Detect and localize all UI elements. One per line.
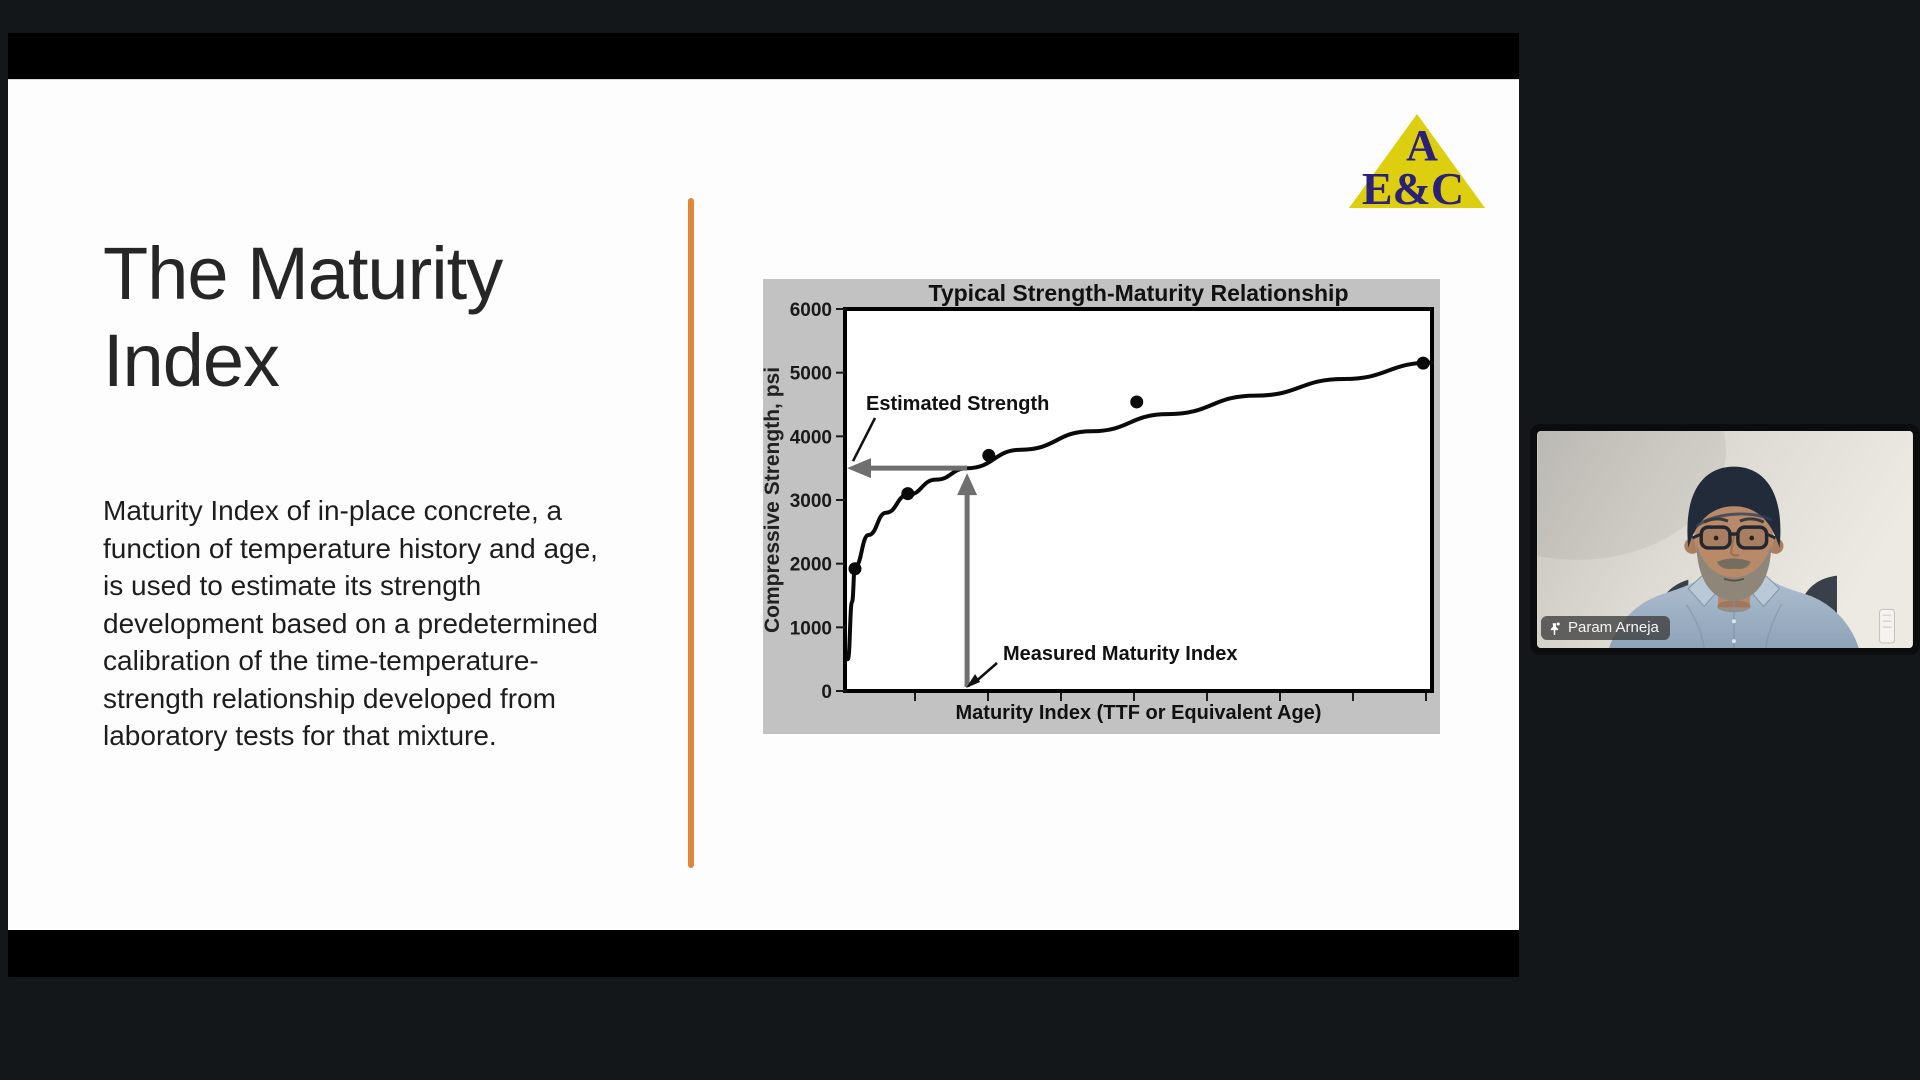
chart-y-tick-label: 0 [821,682,832,703]
chart-y-tick-label: 6000 [790,300,832,321]
chart-data-point [848,562,862,576]
pin-icon [1550,622,1560,635]
chart-y-tick-label: 3000 [790,491,832,512]
estimated-strength-label: Estimated Strength [866,393,1049,415]
chart-y-tick-label: 5000 [790,364,832,385]
chart-title: Typical Strength-Maturity Relationship [929,280,1349,306]
chart-y-tick-label: 4000 [790,427,832,448]
company-logo: A E&C [1347,112,1487,214]
slide-body-text: Maturity Index of in-place concrete, a f… [103,495,599,751]
chart-fit-curve [845,360,1434,662]
chart-data-point [1130,395,1144,409]
slide-title: The Maturity Index [103,232,503,402]
participant-portrait [1537,431,1913,648]
chart-y-tick-label: 2000 [790,555,832,576]
participant-name-badge: Param Arneja [1541,616,1670,640]
screenshare-top-bar [8,33,1519,79]
chart-plot-area [843,307,1434,693]
participant-name: Param Arneja [1568,619,1659,636]
chart-data-point [1416,356,1430,370]
measured-maturity-label: Measured Maturity Index [1003,643,1238,665]
beard [1696,543,1772,602]
presentation-slide: The Maturity Index Maturity Index of in-… [8,79,1519,931]
chart-y-axis-label: Compressive Strength, psi [763,367,784,633]
strength-maturity-chart: Typical Strength-Maturity Relationship Co… [763,279,1440,734]
chart-data-point [901,487,915,501]
light-switch [1879,608,1895,644]
chart-y-tick-label: 1000 [790,618,832,639]
logo-text-bottom: E&C [1362,163,1464,210]
logo-triangle-icon [1349,114,1485,208]
participant-video-frame: Param Arneja [1537,431,1913,648]
screenshare-bottom-bar [8,930,1519,977]
participant-video-tile[interactable]: Param Arneja [1530,424,1920,655]
turban [1687,466,1781,548]
chart-data-point [982,448,996,462]
logo-text-top: A [1406,121,1438,170]
slide-divider-line [688,198,694,868]
chart-x-axis-label: Maturity Index (TTF or Equivalent Age) [956,702,1322,724]
